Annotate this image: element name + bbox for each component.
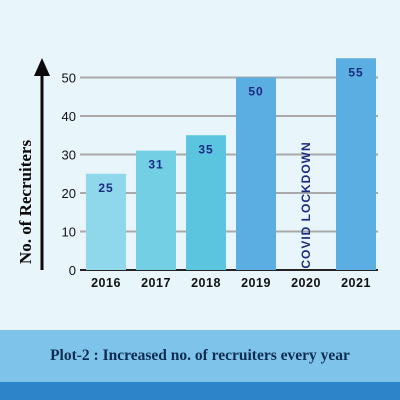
y-axis-label: No. of Recruiters bbox=[16, 140, 35, 265]
bar-2021 bbox=[336, 58, 376, 270]
x-tick-label-2019: 2019 bbox=[241, 276, 271, 290]
bar-2018 bbox=[186, 135, 226, 270]
bottom-stripe bbox=[0, 382, 400, 400]
value-label-2019: 50 bbox=[248, 85, 263, 99]
y-tick-label: 0 bbox=[69, 263, 76, 278]
value-label-2016: 25 bbox=[98, 181, 113, 195]
y-tick-label: 20 bbox=[62, 186, 76, 201]
bar-2019 bbox=[236, 77, 276, 270]
x-tick-label-2016: 2016 bbox=[91, 276, 121, 290]
x-tick-label-2021: 2021 bbox=[341, 276, 371, 290]
bar-2017 bbox=[136, 150, 176, 270]
labels: 0 10 20 30 40 50 25 2016 31 2017 35 2018 50 2019 2020 5… bbox=[62, 65, 371, 290]
x-tick-label-2018: 2018 bbox=[191, 276, 221, 290]
y-tick-label: 30 bbox=[62, 148, 76, 163]
grid-lines bbox=[80, 76, 378, 271]
bar-2016 bbox=[86, 173, 126, 270]
bar-chart: 0 10 20 30 40 50 25 2016 31 2017 35 2018 50 2019 2020 5… bbox=[16, 58, 378, 290]
y-tick-label: 10 bbox=[62, 225, 76, 240]
y-axis-arrow bbox=[34, 58, 50, 270]
bars bbox=[86, 58, 376, 270]
y-tick-label: 40 bbox=[62, 109, 76, 124]
value-label-2017: 31 bbox=[148, 158, 163, 172]
chart-caption: Plot-2 : Increased no. of recruiters eve… bbox=[50, 347, 350, 364]
caption-band: Plot-2 : Increased no. of recruiters eve… bbox=[0, 330, 400, 382]
y-tick-label: 50 bbox=[62, 71, 76, 86]
value-label-2021: 55 bbox=[348, 65, 363, 79]
covid-lockdown-annotation: COVID LOCKDOWN bbox=[299, 141, 313, 268]
value-label-2018: 35 bbox=[198, 142, 213, 156]
x-tick-label-2017: 2017 bbox=[141, 276, 171, 290]
x-tick-label-2020: 2020 bbox=[291, 276, 321, 290]
